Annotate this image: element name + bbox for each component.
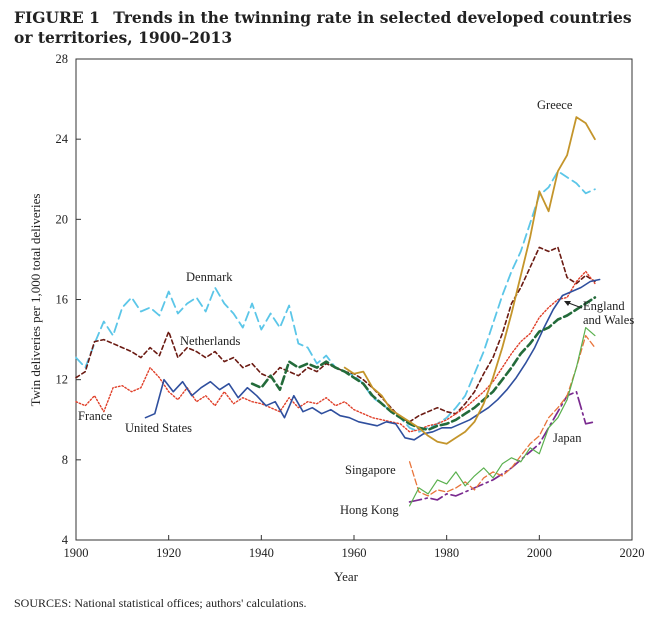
series-label-japan: Japan [553, 431, 582, 445]
y-tick-label: 16 [56, 293, 69, 307]
sources-note: SOURCES: National statistical offices; a… [14, 596, 307, 610]
series-line-netherlands [75, 246, 596, 423]
series-line-denmark [75, 170, 596, 433]
x-tick-label: 2020 [620, 546, 645, 560]
figure-title-text: Trends in the twinning rate in selected … [14, 8, 632, 47]
series-united-states [144, 278, 601, 441]
series-labels: Denmark Netherlands France United States Eng… [78, 98, 634, 517]
series-label-singapore: Singapore [345, 463, 396, 477]
series-label-france: France [78, 409, 112, 423]
series-hong-kong [409, 327, 596, 507]
series-label-united-states: United States [125, 421, 192, 435]
y-tick-label: 4 [62, 533, 69, 547]
y-tick-label: 28 [56, 52, 69, 66]
y-tick-label: 20 [56, 212, 69, 226]
y-axis-label: Twin deliveries per 1,000 total deliveri… [28, 194, 43, 407]
y-tick-label: 24 [56, 132, 69, 146]
series-group [75, 116, 601, 507]
series-singapore [408, 334, 596, 497]
series-line-greece [343, 116, 596, 445]
x-tick-label: 1920 [156, 546, 181, 560]
series-label-denmark: Denmark [186, 270, 233, 284]
figure-label: FIGURE 1 [14, 8, 100, 27]
x-tick-label: 1960 [342, 546, 367, 560]
series-line-united-states [144, 278, 601, 441]
series-greece [343, 116, 596, 445]
series-line-hong-kong [409, 327, 596, 507]
x-tick-label: 1980 [434, 546, 459, 560]
y-tick-label: 8 [62, 453, 68, 467]
series-label-hong-kong: Hong Kong [340, 503, 399, 517]
figure-title: FIGURE 1 Trends in the twinning rate in … [14, 8, 634, 48]
series-label-greece: Greece [537, 98, 573, 112]
series-label-netherlands: Netherlands [180, 334, 241, 348]
series-netherlands [75, 246, 596, 423]
series-label-england-and-wales: England and Wales [583, 299, 634, 327]
series-line-england-and-wales [250, 296, 597, 432]
x-tick-label: 2000 [527, 546, 552, 560]
y-tick-label: 12 [56, 373, 69, 387]
axes: 1900 1920 1940 1960 1980 2000 2020 4 8 12 16 20 24 28 [56, 52, 645, 560]
x-tick-label: 1940 [249, 546, 274, 560]
series-line-singapore [408, 334, 596, 497]
series-denmark [75, 170, 596, 433]
series-england-and-wales [250, 296, 597, 432]
series-japan [408, 390, 596, 503]
arrow-icon [564, 301, 571, 306]
x-axis-label: Year [334, 569, 359, 584]
x-tick-label: 1900 [64, 546, 89, 560]
